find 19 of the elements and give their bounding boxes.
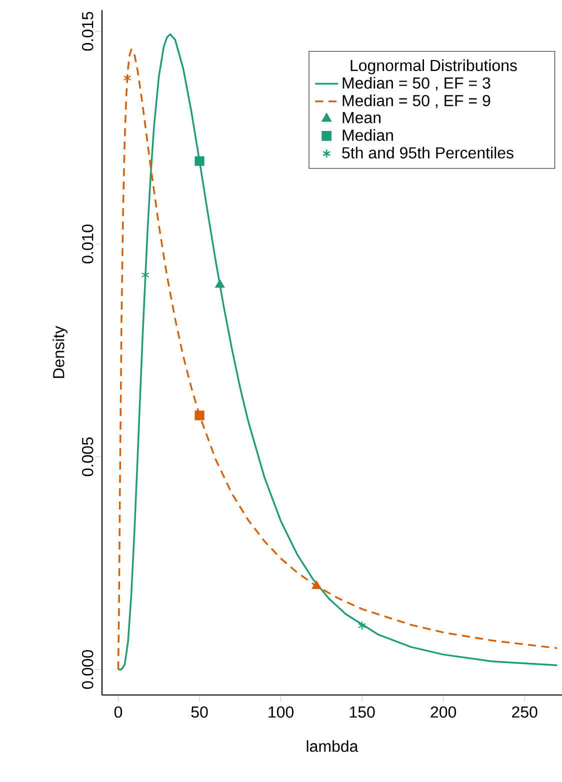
y-axis-title: Density (52, 326, 68, 378)
y-tick-label: 0.005 (82, 437, 94, 476)
y-tick-label: 0.015 (82, 12, 94, 51)
point (358, 621, 366, 630)
legend-title: Lognormal Distributions (350, 59, 517, 74)
x-axis-title: lambda (306, 740, 358, 752)
x-tick-label: 50 (191, 706, 208, 718)
x-tick-label: 250 (512, 706, 538, 718)
y-tick-label: 0.000 (82, 650, 94, 689)
legend-label: Mean (342, 112, 380, 124)
legend-label: Median = 50 , EF = 3 (342, 76, 490, 91)
x-tick-label: 100 (268, 706, 294, 718)
legend-label: Median (342, 129, 393, 141)
x-tick-label: 150 (350, 706, 375, 718)
x-tick-label: 200 (430, 706, 456, 718)
x-tick-label: 0 (114, 706, 122, 718)
legend-label: Median = 50 , EF = 9 (342, 94, 490, 108)
legend-label: 5th and 95th Percentiles (342, 146, 514, 158)
y-tick-label: 0.010 (82, 224, 94, 264)
